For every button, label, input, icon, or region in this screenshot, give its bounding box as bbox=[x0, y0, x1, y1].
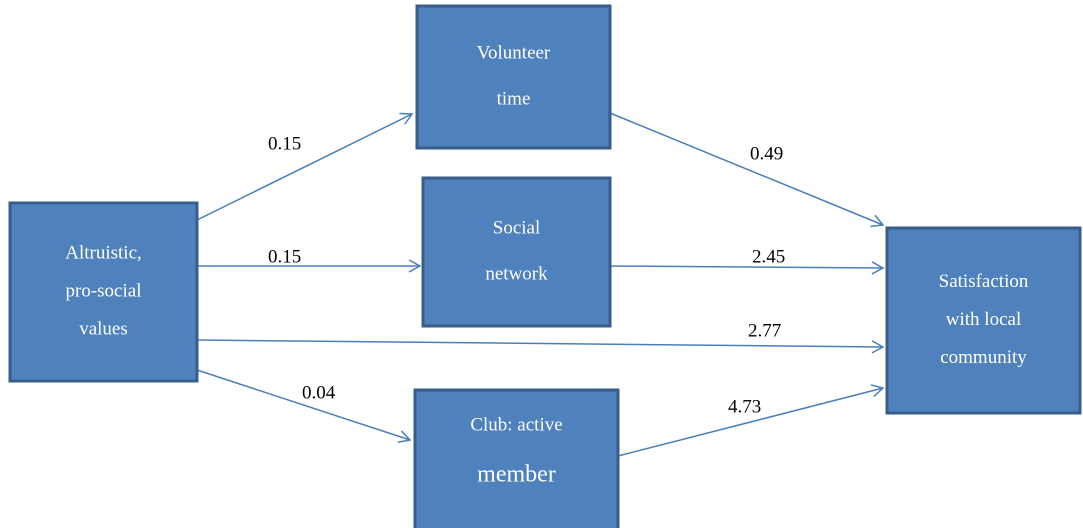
edge-arrow bbox=[196, 369, 412, 444]
node-label: time bbox=[497, 88, 531, 109]
edge-label: 0.49 bbox=[750, 143, 783, 164]
edge-label: 2.45 bbox=[752, 246, 785, 267]
node-label: Social bbox=[493, 217, 541, 238]
node-box bbox=[885, 226, 1082, 415]
node-label: community bbox=[940, 347, 1027, 368]
edge-label: 0.15 bbox=[268, 246, 301, 267]
node-box bbox=[421, 176, 612, 328]
node-label: network bbox=[485, 263, 548, 284]
edge-label: 0.04 bbox=[302, 382, 336, 403]
node-label: values bbox=[79, 318, 128, 339]
edge-arrow bbox=[609, 261, 885, 275]
edge-arrow bbox=[609, 112, 885, 228]
edge-arrow bbox=[617, 384, 885, 457]
edge-arrow bbox=[196, 112, 414, 221]
node-label: pro-social bbox=[66, 280, 142, 301]
node-label: Altruistic, bbox=[65, 242, 142, 263]
edge-arrow bbox=[196, 339, 885, 354]
node-label: with local bbox=[946, 309, 1021, 330]
edge-label: 4.73 bbox=[728, 396, 761, 417]
node-label: Volunteer bbox=[477, 42, 551, 63]
node-label: Satisfaction bbox=[939, 271, 1029, 292]
node-label: Club: active bbox=[470, 414, 562, 435]
node-box bbox=[413, 388, 620, 528]
node-label: member bbox=[477, 462, 556, 488]
node-box bbox=[8, 201, 199, 383]
edge-label: 0.15 bbox=[268, 133, 301, 154]
node-box bbox=[415, 4, 612, 150]
edge-label: 2.77 bbox=[748, 320, 781, 341]
